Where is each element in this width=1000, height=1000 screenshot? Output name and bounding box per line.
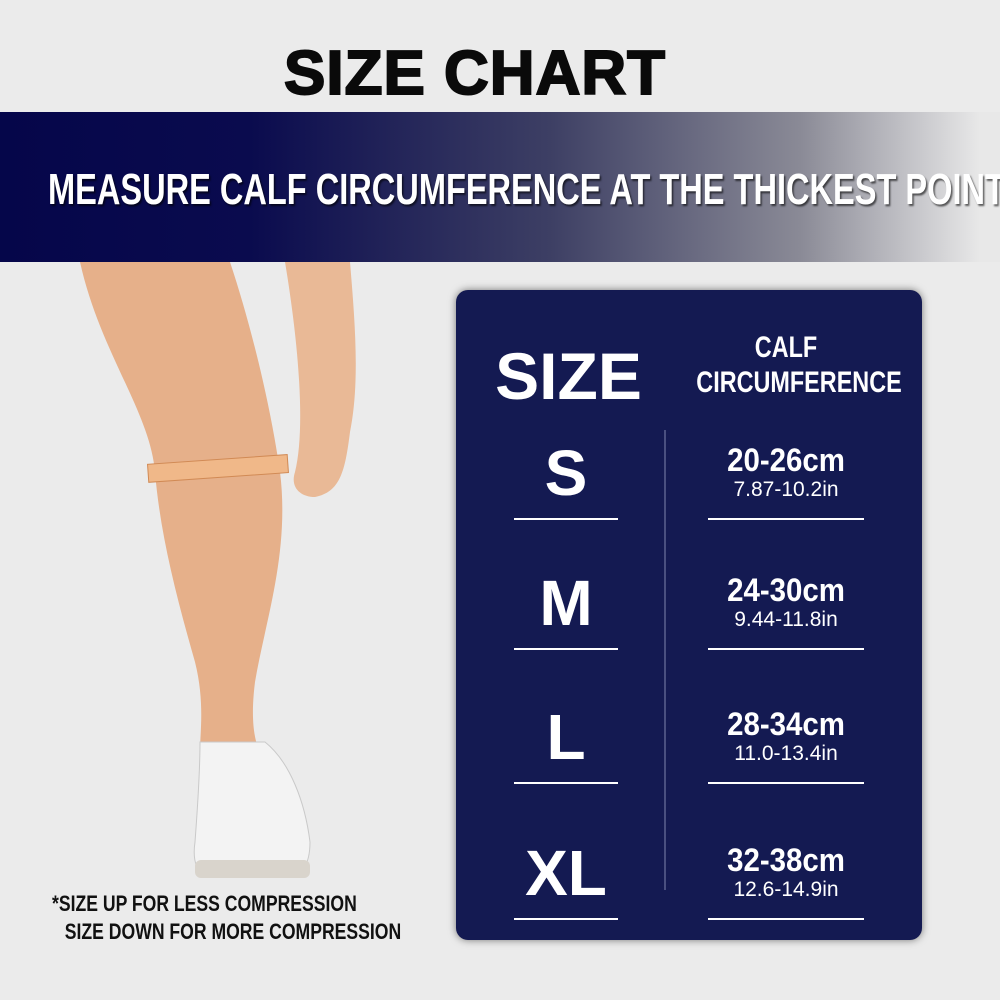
size-row: L 28-34cm 11.0-13.4in xyxy=(456,702,922,802)
page-title: SIZE CHART xyxy=(283,38,666,109)
calf-header-line1: CALF xyxy=(754,331,818,364)
size-label: L xyxy=(546,701,586,773)
note-line1: *SIZE UP FOR LESS COMPRESSION xyxy=(52,891,357,916)
measuring-tape xyxy=(146,454,289,483)
size-column-header: SIZE xyxy=(495,339,642,413)
sneaker xyxy=(193,741,311,878)
arm xyxy=(285,262,356,497)
sneaker-sole xyxy=(195,860,310,878)
size-label: S xyxy=(544,437,588,509)
underline xyxy=(708,518,864,520)
underline xyxy=(514,918,618,920)
calf-header-line2: CIRCUMFERENCE xyxy=(696,366,902,399)
compression-note: *SIZE UP FOR LESS COMPRESSION SIZE DOWN … xyxy=(52,890,401,946)
underline xyxy=(708,918,864,920)
banner xyxy=(0,112,1000,262)
calf-column-header: CALF CIRCUMFERENCE xyxy=(696,330,902,400)
inch-range: 12.6-14.9in xyxy=(733,878,839,901)
leg xyxy=(80,262,283,752)
underline xyxy=(708,648,864,650)
inch-range: 11.0-13.4in xyxy=(734,742,838,765)
size-row: M 24-30cm 9.44-11.8in xyxy=(456,568,922,668)
column-divider xyxy=(664,430,666,890)
leg-measuring-illustration xyxy=(80,262,356,878)
size-row: S 20-26cm 7.87-10.2in xyxy=(456,438,922,538)
cm-range: 32-38cm xyxy=(727,842,845,878)
size-table: SIZE CALF CIRCUMFERENCE S 20-26cm 7.87-1… xyxy=(456,290,922,940)
size-label: XL xyxy=(525,837,607,909)
cm-range: 28-34cm xyxy=(727,706,845,742)
cm-range: 20-26cm xyxy=(727,442,845,478)
underline xyxy=(514,782,618,784)
inch-range: 9.44-11.8in xyxy=(734,608,838,631)
underline xyxy=(514,518,618,520)
inch-range: 7.87-10.2in xyxy=(733,478,839,501)
underline xyxy=(514,648,618,650)
size-row: XL 32-38cm 12.6-14.9in xyxy=(456,838,922,938)
cm-range: 24-30cm xyxy=(727,572,845,608)
note-line2: SIZE DOWN FOR MORE COMPRESSION xyxy=(64,919,402,944)
underline xyxy=(708,782,864,784)
size-label: M xyxy=(539,567,593,639)
banner-text: MEASURE CALF CIRCUMFERENCE AT THE THICKE… xyxy=(48,165,1000,214)
